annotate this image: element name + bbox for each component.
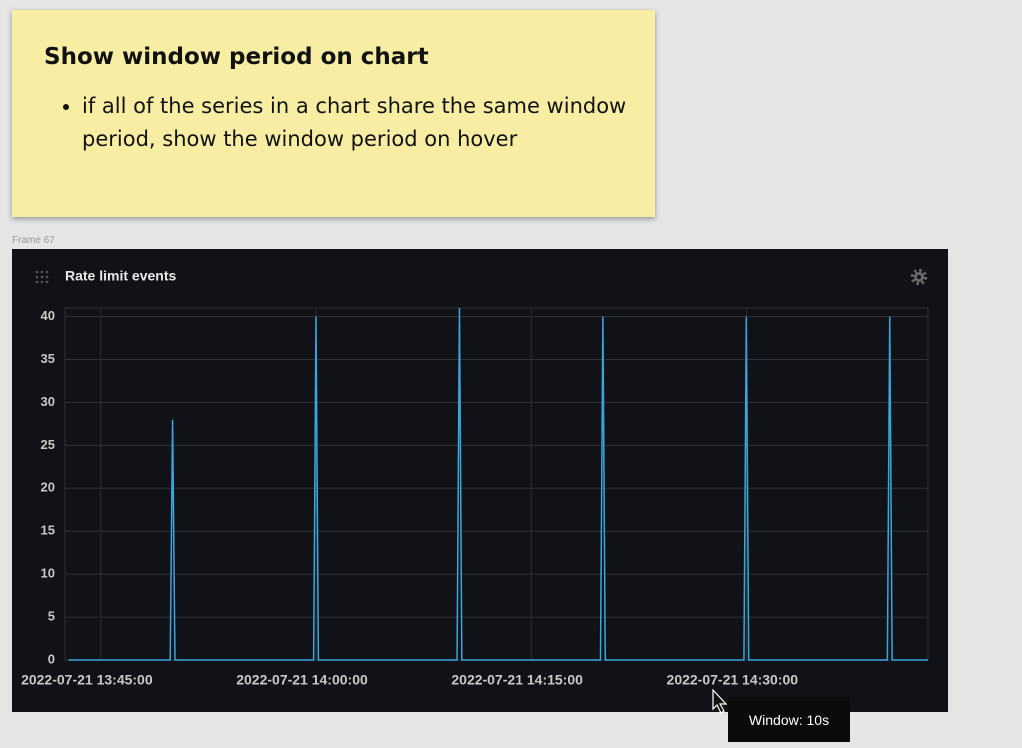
series-line — [68, 307, 928, 661]
x-tick-label: 2022-07-21 14:15:00 — [451, 672, 583, 688]
frame-label[interactable]: Frame 67 — [12, 235, 55, 246]
sticky-note: Show window period on chart if all of th… — [12, 10, 655, 217]
y-tick-label: 40 — [41, 308, 55, 323]
y-tick-label: 25 — [41, 437, 55, 452]
cursor — [712, 688, 728, 714]
y-tick-label: 35 — [41, 351, 55, 366]
y-tick-label: 0 — [48, 651, 55, 666]
y-tick-label: 10 — [41, 566, 55, 581]
y-tick-label: 15 — [41, 523, 55, 538]
chart-title: Rate limit events — [65, 268, 176, 284]
y-tick-label: 20 — [41, 480, 55, 495]
y-tick-label: 5 — [48, 609, 55, 624]
note-title: Show window period on chart — [44, 44, 429, 70]
tooltip: Window: 10s — [728, 697, 850, 742]
panel — [12, 249, 948, 712]
x-tick-label: 2022-07-21 14:30:00 — [667, 672, 799, 688]
note-bullet: if all of the series in a chart share th… — [82, 90, 642, 156]
note-list: if all of the series in a chart share th… — [60, 90, 642, 156]
settings-icon[interactable] — [910, 268, 928, 286]
x-tick-label: 2022-07-21 14:00:00 — [236, 672, 368, 688]
x-tick-label: 2022-07-21 13:45:00 — [21, 672, 153, 688]
y-tick-label: 30 — [41, 394, 55, 409]
drag-handle[interactable] — [35, 270, 49, 284]
